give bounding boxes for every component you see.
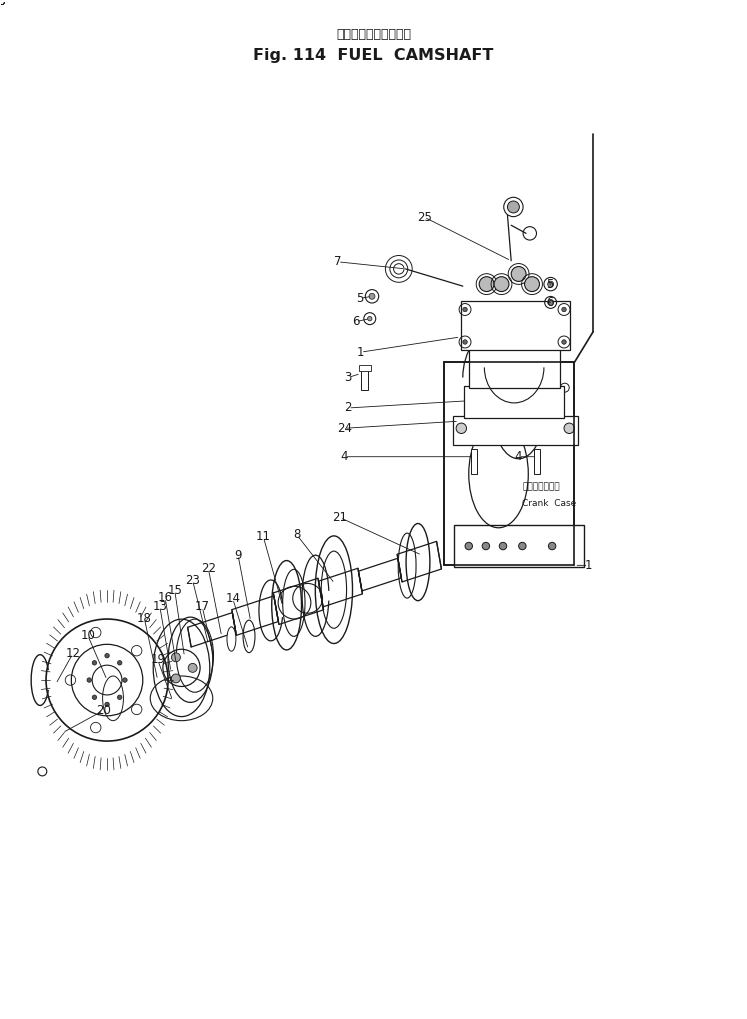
Text: 6: 6 xyxy=(352,315,359,328)
Circle shape xyxy=(562,339,566,344)
Circle shape xyxy=(123,678,127,683)
Text: 5: 5 xyxy=(546,277,554,290)
Text: 23: 23 xyxy=(185,574,200,587)
Circle shape xyxy=(117,660,122,665)
Circle shape xyxy=(92,660,96,665)
Circle shape xyxy=(562,308,566,312)
Circle shape xyxy=(117,695,122,699)
Bar xyxy=(359,366,371,372)
Text: 21: 21 xyxy=(332,512,347,524)
Text: クランクケース: クランクケース xyxy=(522,483,560,491)
Circle shape xyxy=(105,702,109,706)
Text: Crank  Case: Crank Case xyxy=(522,499,577,507)
Circle shape xyxy=(92,695,96,699)
Text: 17: 17 xyxy=(195,600,210,613)
Text: 12: 12 xyxy=(65,647,81,660)
Text: Fig. 114  FUEL  CAMSHAFT: Fig. 114 FUEL CAMSHAFT xyxy=(253,48,494,63)
Text: フゥエルカムシャフト: フゥエルカムシャフト xyxy=(336,28,411,41)
Circle shape xyxy=(479,277,494,291)
Bar xyxy=(444,363,574,566)
Text: 3: 3 xyxy=(344,371,352,384)
Bar xyxy=(453,416,578,444)
Text: 14: 14 xyxy=(226,592,241,605)
Circle shape xyxy=(188,663,197,673)
Bar xyxy=(465,385,564,418)
Circle shape xyxy=(456,423,467,433)
Circle shape xyxy=(465,542,473,550)
Text: 20: 20 xyxy=(96,704,111,717)
Circle shape xyxy=(524,277,539,291)
Text: 13: 13 xyxy=(152,600,167,613)
Circle shape xyxy=(518,542,526,550)
Circle shape xyxy=(463,308,468,312)
Circle shape xyxy=(499,542,506,550)
Circle shape xyxy=(172,674,180,683)
Text: 4: 4 xyxy=(341,450,348,464)
Text: 25: 25 xyxy=(417,211,432,223)
Text: 2: 2 xyxy=(344,401,352,415)
Circle shape xyxy=(494,277,509,291)
Text: 16: 16 xyxy=(158,591,173,604)
Circle shape xyxy=(463,339,468,344)
Text: 1: 1 xyxy=(357,345,365,359)
Circle shape xyxy=(564,423,574,433)
Circle shape xyxy=(368,317,372,321)
Text: 4: 4 xyxy=(515,450,522,464)
Text: 7: 7 xyxy=(334,256,341,268)
Text: 10: 10 xyxy=(80,629,95,642)
Bar xyxy=(461,302,570,351)
Text: 24: 24 xyxy=(337,422,352,435)
Text: 11: 11 xyxy=(256,531,271,543)
Text: 8: 8 xyxy=(293,529,300,541)
Text: 5: 5 xyxy=(356,291,364,305)
Circle shape xyxy=(87,678,91,683)
Circle shape xyxy=(548,300,554,306)
Circle shape xyxy=(548,281,554,287)
Text: 15: 15 xyxy=(167,584,182,597)
Circle shape xyxy=(369,293,375,300)
Text: 22: 22 xyxy=(201,561,216,575)
Circle shape xyxy=(482,542,489,550)
Circle shape xyxy=(507,201,519,213)
Bar xyxy=(469,347,560,387)
Text: 9: 9 xyxy=(235,548,242,561)
Bar xyxy=(454,525,584,568)
Text: 19: 19 xyxy=(150,653,165,666)
Ellipse shape xyxy=(227,627,236,651)
Circle shape xyxy=(548,542,556,550)
Text: 6: 6 xyxy=(546,296,554,309)
Text: 18: 18 xyxy=(137,611,152,625)
Bar xyxy=(534,448,540,474)
Circle shape xyxy=(172,653,180,661)
Bar xyxy=(361,368,368,389)
Bar xyxy=(471,448,477,474)
Circle shape xyxy=(511,267,526,281)
Text: 1: 1 xyxy=(585,558,592,572)
Circle shape xyxy=(105,653,109,658)
